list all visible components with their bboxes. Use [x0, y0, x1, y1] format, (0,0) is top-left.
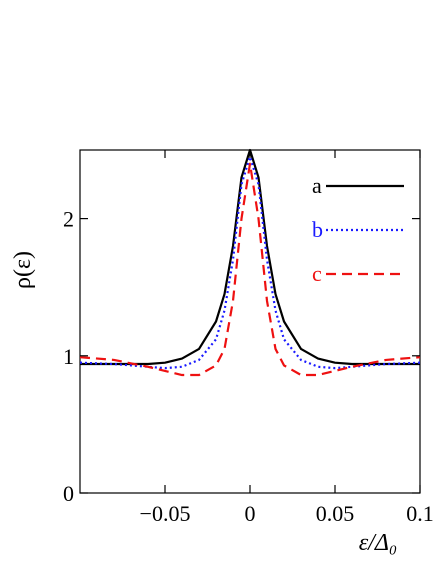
y-tick-label: 2: [63, 207, 74, 232]
series-layer: [79, 148, 421, 377]
x-tick-label: 0.05: [316, 501, 355, 526]
series-line-b: [79, 155, 421, 370]
x-axis-label: ε/Δ₀: [359, 530, 398, 556]
x-tick-label: 0.1: [406, 501, 434, 526]
plot-frame: [79, 149, 421, 494]
y-tick-labels: 0 1 2: [63, 207, 74, 506]
tick-layer: [80, 150, 421, 494]
legend-label-a: a: [312, 173, 322, 198]
x-tick-label: −0.05: [140, 501, 191, 526]
legend-label-b: b: [312, 217, 323, 242]
series-line-a: [80, 148, 420, 366]
x-tick-label: 0: [245, 501, 256, 526]
y-tick-label: 0: [63, 481, 74, 506]
y-axis-label: ρ(ε): [10, 251, 36, 289]
legend: abc: [312, 173, 404, 286]
series-line-c: [79, 162, 421, 377]
legend-label-c: c: [312, 261, 322, 286]
x-tick-labels: −0.05 0 0.05 0.1: [140, 501, 434, 526]
y-tick-label: 1: [63, 344, 74, 369]
